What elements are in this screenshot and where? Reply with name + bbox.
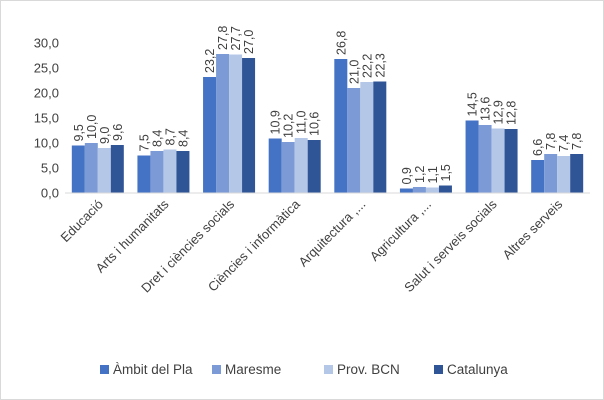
bar: [531, 160, 545, 193]
bar: [373, 81, 387, 193]
data-label: 21,0: [347, 60, 361, 84]
data-label: 22,2: [360, 54, 374, 78]
data-label: 9,5: [72, 124, 86, 141]
data-label: 27,8: [216, 26, 230, 50]
data-label: 27,0: [242, 30, 256, 54]
legend-label: Catalunya: [447, 362, 508, 377]
data-label: 1,2: [413, 166, 427, 183]
bar: [203, 77, 217, 193]
bar: [242, 58, 256, 193]
bar: [399, 188, 413, 193]
bar: [71, 145, 85, 193]
bar: [438, 185, 452, 193]
data-label: 9,6: [111, 124, 125, 141]
data-label: 1,5: [439, 164, 453, 181]
legend-swatch: [434, 365, 443, 374]
y-tick-label: 0,0: [41, 186, 59, 201]
bar: [84, 143, 98, 193]
bar: [307, 140, 321, 193]
bar: [570, 154, 584, 193]
bar: [137, 155, 151, 193]
legend-label: Maresme: [225, 362, 281, 377]
bar: [294, 138, 308, 193]
data-label: 23,2: [203, 49, 217, 73]
data-label: 9,0: [98, 127, 112, 144]
bar: [465, 120, 479, 193]
data-label: 11,0: [295, 111, 309, 134]
legend-swatch: [100, 365, 109, 374]
data-label: 0,9: [400, 167, 414, 184]
bar: [557, 156, 571, 193]
category-label: Arquitectura ,...: [295, 197, 368, 270]
legend-swatch: [212, 365, 221, 374]
data-label: 10,9: [269, 110, 283, 134]
data-label: 10,2: [282, 114, 296, 138]
bar: [150, 151, 164, 193]
bar: [334, 59, 348, 193]
legend-label: Prov. BCN: [337, 362, 400, 377]
category-label: Agricultura ,...: [367, 197, 434, 264]
bar: [425, 187, 439, 193]
legend-swatch: [324, 365, 333, 374]
data-label: 14,5: [466, 92, 480, 116]
bar: [544, 154, 558, 193]
category-label: Educació: [58, 197, 106, 245]
bar: [491, 128, 505, 193]
data-label: 6,6: [531, 139, 545, 156]
data-label: 8,4: [176, 130, 190, 147]
y-tick-label: 25,0: [34, 61, 59, 76]
bar: [360, 82, 374, 193]
data-label: 13,6: [479, 97, 493, 121]
data-label: 7,8: [570, 133, 584, 150]
bar: [268, 138, 282, 193]
bar: [229, 54, 243, 193]
data-label: 10,6: [308, 112, 322, 136]
y-tick-label: 5,0: [41, 161, 59, 176]
bar: [110, 145, 124, 193]
data-label: 10,0: [85, 115, 99, 139]
data-label: 12,9: [492, 100, 506, 124]
category-label: Altres serveis: [500, 196, 566, 262]
y-tick-label: 15,0: [34, 111, 59, 126]
data-label: 8,4: [150, 130, 164, 147]
y-tick-label: 20,0: [34, 86, 59, 101]
bar: [347, 88, 361, 193]
bar: [478, 125, 492, 193]
bar: [176, 151, 190, 193]
legend-label: Àmbit del Pla: [113, 362, 193, 377]
bar: [97, 148, 111, 193]
data-label: 22,3: [373, 53, 387, 77]
data-label: 7,5: [137, 134, 151, 151]
bar: [412, 187, 426, 193]
bar: [504, 129, 518, 193]
data-label: 7,8: [544, 133, 558, 150]
y-tick-label: 30,0: [34, 36, 59, 51]
data-label: 7,4: [557, 135, 571, 152]
data-label: 26,8: [334, 31, 348, 55]
data-label: 1,1: [426, 166, 440, 183]
bar: [216, 54, 230, 193]
data-label: 12,8: [505, 101, 519, 125]
data-label: 8,7: [163, 128, 177, 145]
data-label: 27,7: [229, 26, 243, 50]
y-tick-label: 10,0: [34, 136, 59, 151]
bar: [163, 149, 177, 193]
bar: [281, 142, 295, 193]
